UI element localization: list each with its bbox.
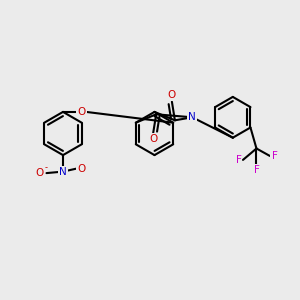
Text: F: F — [236, 155, 242, 165]
Text: N: N — [59, 167, 67, 177]
Text: F: F — [254, 165, 260, 175]
Text: O: O — [149, 134, 157, 145]
Text: O: O — [77, 107, 86, 117]
Text: O: O — [36, 168, 44, 178]
Text: F: F — [272, 151, 278, 161]
Text: -: - — [45, 163, 48, 172]
Text: O: O — [77, 164, 85, 174]
Text: N: N — [188, 112, 196, 122]
Text: O: O — [168, 90, 176, 100]
